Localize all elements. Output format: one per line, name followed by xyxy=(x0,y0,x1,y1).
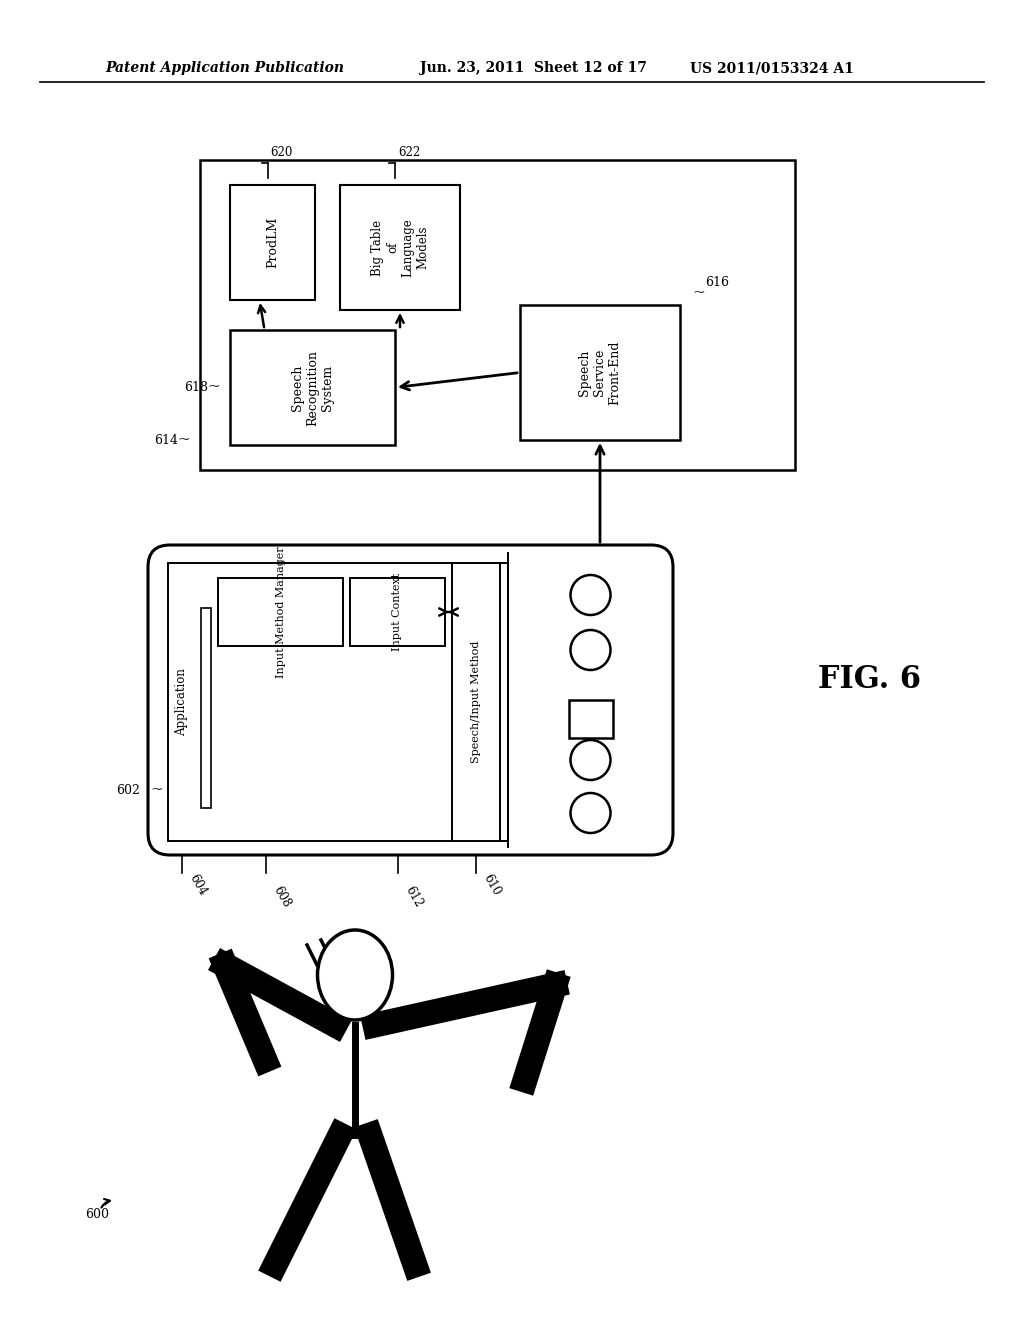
Bar xyxy=(168,564,508,841)
FancyBboxPatch shape xyxy=(148,545,673,855)
Bar xyxy=(568,700,612,738)
Text: Jun. 23, 2011  Sheet 12 of 17: Jun. 23, 2011 Sheet 12 of 17 xyxy=(420,61,647,75)
Bar xyxy=(201,609,211,808)
Text: 620: 620 xyxy=(270,147,293,160)
Text: Big Table
of
Language
Models: Big Table of Language Models xyxy=(371,218,429,277)
Text: ~: ~ xyxy=(207,380,220,395)
Text: FIG. 6: FIG. 6 xyxy=(818,664,922,696)
Text: 622: 622 xyxy=(398,147,420,160)
Bar xyxy=(350,578,445,645)
Text: 610: 610 xyxy=(481,873,504,898)
Text: Speech
Recognition
System: Speech Recognition System xyxy=(291,350,334,425)
Bar xyxy=(340,185,460,310)
Text: 612: 612 xyxy=(402,884,425,909)
Ellipse shape xyxy=(317,931,392,1020)
Text: Input Context: Input Context xyxy=(392,573,402,651)
Text: 608: 608 xyxy=(270,884,293,909)
Text: Application: Application xyxy=(175,668,188,737)
Text: 614: 614 xyxy=(154,433,178,446)
Text: Patent Application Publication: Patent Application Publication xyxy=(105,61,344,75)
Text: ProdLM: ProdLM xyxy=(266,216,279,268)
Text: 616: 616 xyxy=(705,276,729,289)
Text: ~: ~ xyxy=(692,286,705,300)
Text: 602: 602 xyxy=(116,784,140,796)
Text: Speech/Input Method: Speech/Input Method xyxy=(471,640,481,763)
Bar xyxy=(200,160,795,470)
Bar xyxy=(218,578,343,645)
Text: 618: 618 xyxy=(184,381,208,393)
Bar xyxy=(520,305,680,440)
Text: US 2011/0153324 A1: US 2011/0153324 A1 xyxy=(690,61,854,75)
Bar xyxy=(452,564,500,841)
Bar xyxy=(230,185,315,300)
Text: ~: ~ xyxy=(150,783,163,797)
Bar xyxy=(230,330,395,445)
Text: ~: ~ xyxy=(177,433,190,447)
Text: 600: 600 xyxy=(85,1209,109,1221)
Text: Input Method Manager: Input Method Manager xyxy=(275,546,286,677)
Text: 604: 604 xyxy=(187,873,210,898)
Text: Speech
Service
Front-End: Speech Service Front-End xyxy=(579,341,622,405)
